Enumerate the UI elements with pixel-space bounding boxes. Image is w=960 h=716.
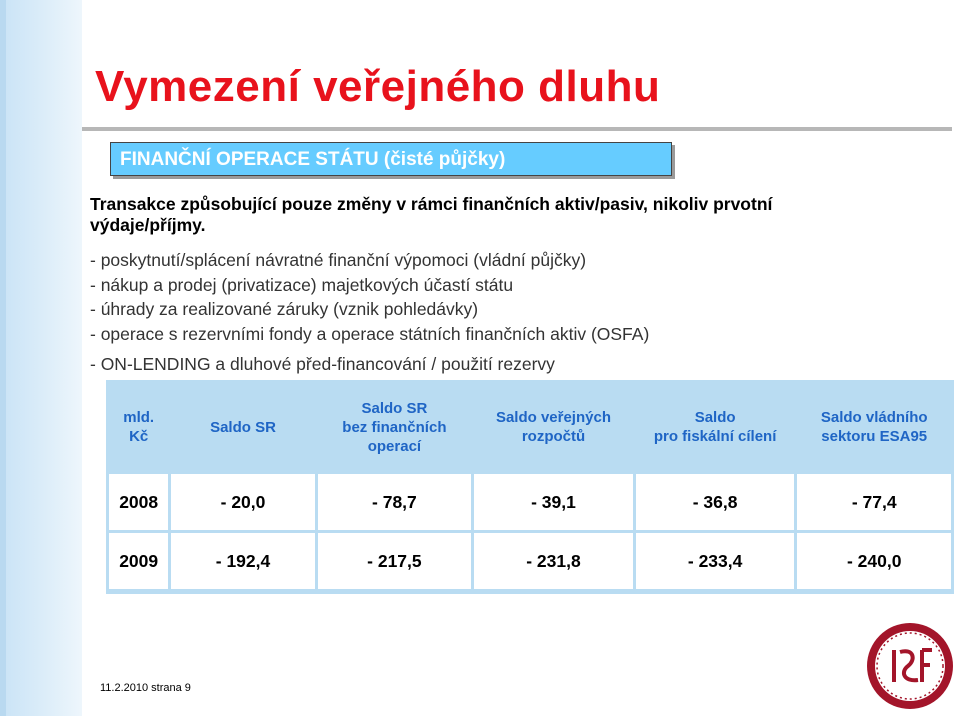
table-row: 2009 - 192,4 - 217,5 - 231,8 - 233,4 - 2… xyxy=(109,533,951,589)
header-saldo-sr-bez: Saldo SR bez finančních operací xyxy=(317,383,472,471)
title-divider xyxy=(82,127,952,131)
table-cell-year: 2009 xyxy=(109,533,169,589)
left-decor-band xyxy=(0,0,82,716)
table-cell: - 77,4 xyxy=(797,474,951,530)
bullet-item: - nákup a prodej (privatizace) majetkový… xyxy=(90,274,514,295)
bullet-item: - operace s rezervními fondy a operace s… xyxy=(90,323,650,344)
table-cell: - 192,4 xyxy=(171,533,315,589)
logo-mark-s xyxy=(899,649,919,683)
data-table: mld. Kč Saldo SR Saldo SR bez finančních… xyxy=(106,380,954,592)
slide-footer: 11.2.2010 strana 9 xyxy=(100,682,191,694)
bullet-item: - úhrady za realizované záruky (vznik po… xyxy=(90,299,479,319)
table-cell: - 240,0 xyxy=(797,533,951,589)
table-cell: - 231,8 xyxy=(474,533,633,589)
left-decor-edge xyxy=(0,0,6,716)
logo-mark-f xyxy=(920,648,932,682)
page-title: Vymezení veřejného dluhu xyxy=(95,62,661,111)
table-cell: - 20,0 xyxy=(171,474,315,530)
header-saldo-fiskalni: Saldo pro fiskální cílení xyxy=(635,383,795,471)
bullet-item: - ON-LENDING a dluhové před-financování … xyxy=(90,354,555,374)
logo-dots xyxy=(876,632,944,700)
header-saldo-verejnych: Saldo veřejných rozpočtů xyxy=(474,383,633,471)
table-row: 2008 - 20,0 - 78,7 - 39,1 - 36,8 - 77,4 xyxy=(109,474,951,530)
section-banner: FINANČNÍ OPERACE STÁTU (čisté půjčky) xyxy=(110,142,672,176)
ifs-logo-icon xyxy=(867,623,953,709)
table-cell: - 39,1 xyxy=(474,474,633,530)
intro-text: Transakce způsobující pouze změny v rámc… xyxy=(90,194,773,235)
table-cell-year: 2008 xyxy=(109,474,169,530)
bullet-item: - poskytnutí/splácení návratné finanční … xyxy=(90,250,587,270)
header-saldo-sr: Saldo SR xyxy=(171,383,315,471)
header-unit: mld. Kč xyxy=(109,383,169,471)
table-cell: - 233,4 xyxy=(635,533,795,589)
table-cell: - 217,5 xyxy=(317,533,472,589)
table-cell: - 36,8 xyxy=(635,474,795,530)
bullet-list: - poskytnutí/splácení návratné finanční … xyxy=(90,250,649,379)
table-header-row: mld. Kč Saldo SR Saldo SR bez finančních… xyxy=(109,383,951,471)
header-saldo-vladniho: Saldo vládního sektoru ESA95 xyxy=(797,383,951,471)
table-cell: - 78,7 xyxy=(317,474,472,530)
